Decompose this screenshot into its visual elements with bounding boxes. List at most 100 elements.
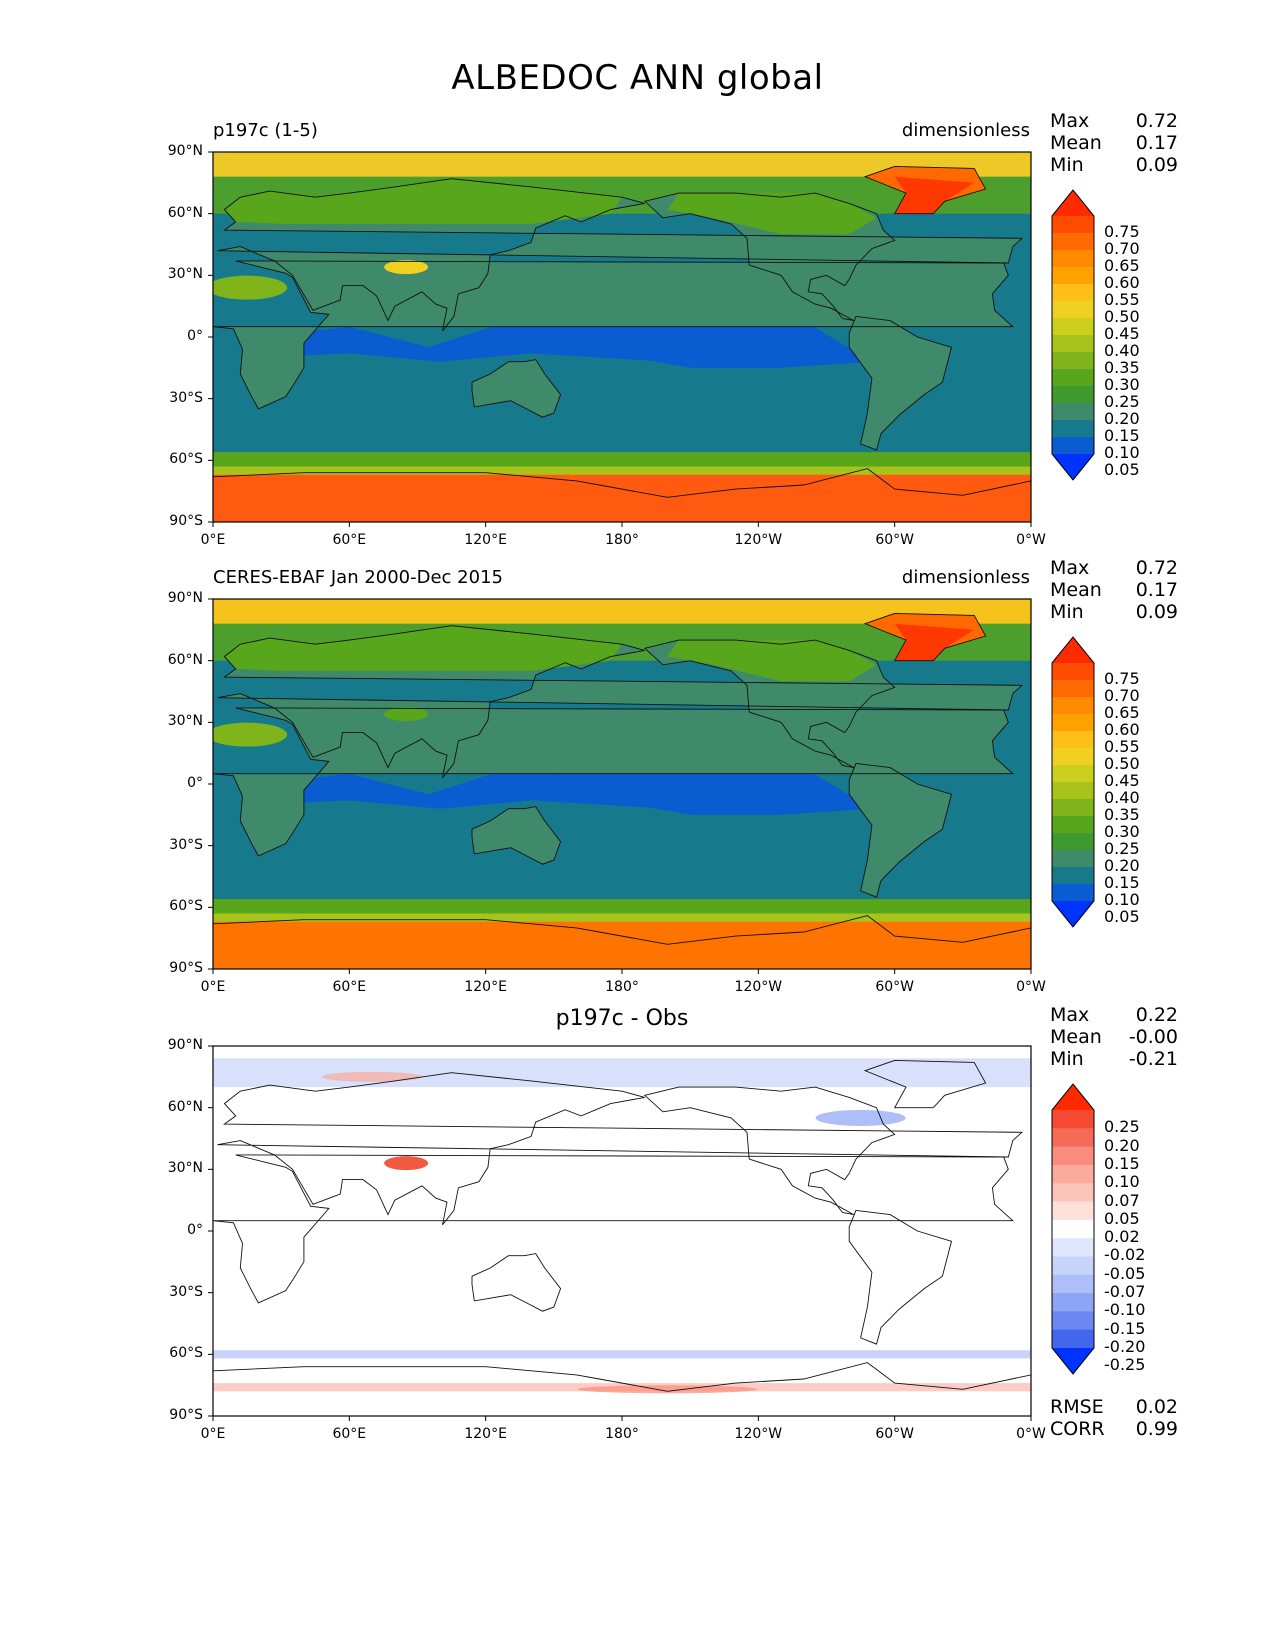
panel-stats: Max 0.22 Mean -0.00 Min -0.21: [1050, 1004, 1178, 1070]
colorbar-segment: [1052, 833, 1094, 851]
positive-patch: [322, 1071, 423, 1082]
y-tick-label: 60°S: [169, 1345, 203, 1362]
colorbar-segment: [1052, 301, 1094, 319]
tibet-patch: [384, 707, 429, 722]
colorbar-over-tip: [1052, 637, 1094, 663]
y-tick-label: 30°S: [169, 389, 203, 406]
colorbar-segment: [1052, 1238, 1094, 1258]
tibet-anomaly: [384, 1156, 429, 1171]
colorbar-over-tip: [1052, 1084, 1094, 1110]
colorbar-segment: [1052, 799, 1094, 817]
colorbar-segment: [1052, 867, 1094, 885]
colorbar-segment: [1052, 233, 1094, 251]
x-tick-label: 60°E: [332, 532, 367, 548]
boreal-land: [667, 640, 877, 682]
x-tick-label: 60°E: [332, 1426, 367, 1442]
coastline-australia: [471, 359, 562, 418]
boreal-land: [224, 178, 622, 224]
colorbar-tick-label: -0.25: [1104, 1355, 1146, 1375]
x-tick-label: 60°E: [332, 979, 367, 995]
colorbar-tick-label: 0.70: [1104, 239, 1140, 258]
colorbar-segment: [1052, 403, 1094, 421]
x-tick-label: 0°E: [200, 979, 226, 995]
land-south_america: [849, 316, 952, 451]
colorbar-segment: [1052, 318, 1094, 336]
y-tick-label: 30°N: [167, 713, 203, 730]
colorbar-tick-label: 0.20: [1104, 1135, 1140, 1155]
panel-stats: Max 0.72 Mean 0.17 Min 0.09: [1050, 110, 1178, 176]
sahara-patch: [213, 722, 288, 747]
y-tick-label: 60°N: [167, 204, 203, 221]
colorbar-segment: [1052, 420, 1094, 438]
colorbar-under-tip: [1052, 454, 1094, 480]
coastline-greenland: [863, 612, 987, 662]
stat-value: 0.17: [1135, 132, 1178, 154]
x-tick-label: 0°W: [1016, 532, 1046, 548]
colorbar-segment: [1052, 663, 1094, 681]
colorbar-tick-label: 0.05: [1104, 907, 1140, 926]
colorbar-tick-label: 0.15: [1104, 873, 1140, 892]
colorbar-segment: [1052, 1164, 1094, 1184]
coastline-antarctica: [213, 1362, 1031, 1416]
colorbar-tick-label: 0.75: [1104, 222, 1140, 241]
x-tick-label: 180°: [605, 1426, 639, 1442]
panel-observations: 90°N 60°N 30°N 0° 30°S 60°S 90°S 0°E 60°E 120°E 18…: [0, 557, 1275, 1047]
colorbar-segment: [1052, 1110, 1094, 1129]
coastline-south_america: [848, 315, 953, 451]
colorbar-tick-label: 0.25: [1104, 839, 1140, 858]
colorbar-segment: [1052, 386, 1094, 404]
colorbar-segment: [1052, 1293, 1094, 1312]
stat-value: 0.72: [1135, 110, 1178, 132]
land-australia: [472, 806, 561, 865]
colorbar-tick-label: 0.40: [1104, 788, 1140, 807]
stat-value: 0.22: [1135, 1004, 1178, 1026]
colorbar-tick-label: 0.20: [1104, 856, 1140, 875]
colorbar-segment: [1052, 782, 1094, 800]
colorbar-tick-label: 0.55: [1104, 737, 1140, 756]
colorbar-segment: [1052, 335, 1094, 353]
colorbar-tick-label: 0.35: [1104, 358, 1140, 377]
y-tick-label: 90°N: [167, 590, 203, 606]
colorbar-tick-label: 0.10: [1104, 890, 1140, 909]
colorbar-outline: [1051, 189, 1095, 481]
coastline-australia: [471, 806, 562, 865]
x-tick-label: 180°: [605, 979, 639, 995]
colorbar-segment: [1052, 1274, 1094, 1294]
coastline-south_america: [848, 1209, 953, 1345]
colorbar-tick-label: 0.10: [1104, 443, 1140, 462]
colorbar-tick-label: 0.25: [1104, 1117, 1140, 1137]
coastline-north_america: [643, 639, 896, 769]
stat-name: Max: [1050, 557, 1090, 579]
colorbar-tick-label: 0.15: [1104, 1153, 1140, 1173]
map-svg: [208, 151, 1095, 527]
antarctic-field: [213, 921, 1031, 969]
southern-band: [213, 913, 1031, 924]
x-tick-label: 120°W: [734, 532, 783, 548]
stat-value: -0.00: [1128, 1026, 1178, 1048]
colorbar-segment: [1052, 680, 1094, 698]
x-tick-label: 120°W: [734, 1426, 783, 1442]
panel-model: 90°N 60°N 30°N 0° 30°S 60°S 90°S 0°E 60°E 120°E 18…: [0, 110, 1275, 600]
stat-name: CORR: [1050, 1418, 1105, 1440]
colorbar-tick-label: 0.10: [1104, 1172, 1140, 1192]
panel-left-label: p197c (1-5): [213, 120, 318, 141]
stat-row: RMSE 0.02: [1050, 1396, 1178, 1418]
figure-title: ALBEDOC ANN global: [451, 58, 824, 98]
stat-row: CORR 0.99: [1050, 1418, 1178, 1440]
coastline-greenland: [863, 1059, 987, 1109]
stat-value: 0.99: [1135, 1418, 1178, 1440]
coastline-greenland: [863, 165, 987, 215]
colorbar-tick-label: 0.20: [1104, 409, 1140, 428]
y-tick-label: 60°S: [169, 451, 203, 468]
stat-name: RMSE: [1050, 1396, 1104, 1418]
stat-value: 0.72: [1135, 557, 1178, 579]
map-field: [213, 1046, 1031, 1416]
stat-row: Max 0.22: [1050, 1004, 1178, 1026]
negative-band: [213, 1350, 1031, 1359]
stat-row: Mean 0.17: [1050, 132, 1178, 154]
tibet-patch: [384, 260, 429, 275]
x-tick-label: 0°E: [200, 1426, 226, 1442]
coastline-africa: [213, 260, 1014, 410]
y-tick-label: 60°S: [169, 898, 203, 915]
panel-units-label: dimensionless: [901, 567, 1030, 588]
